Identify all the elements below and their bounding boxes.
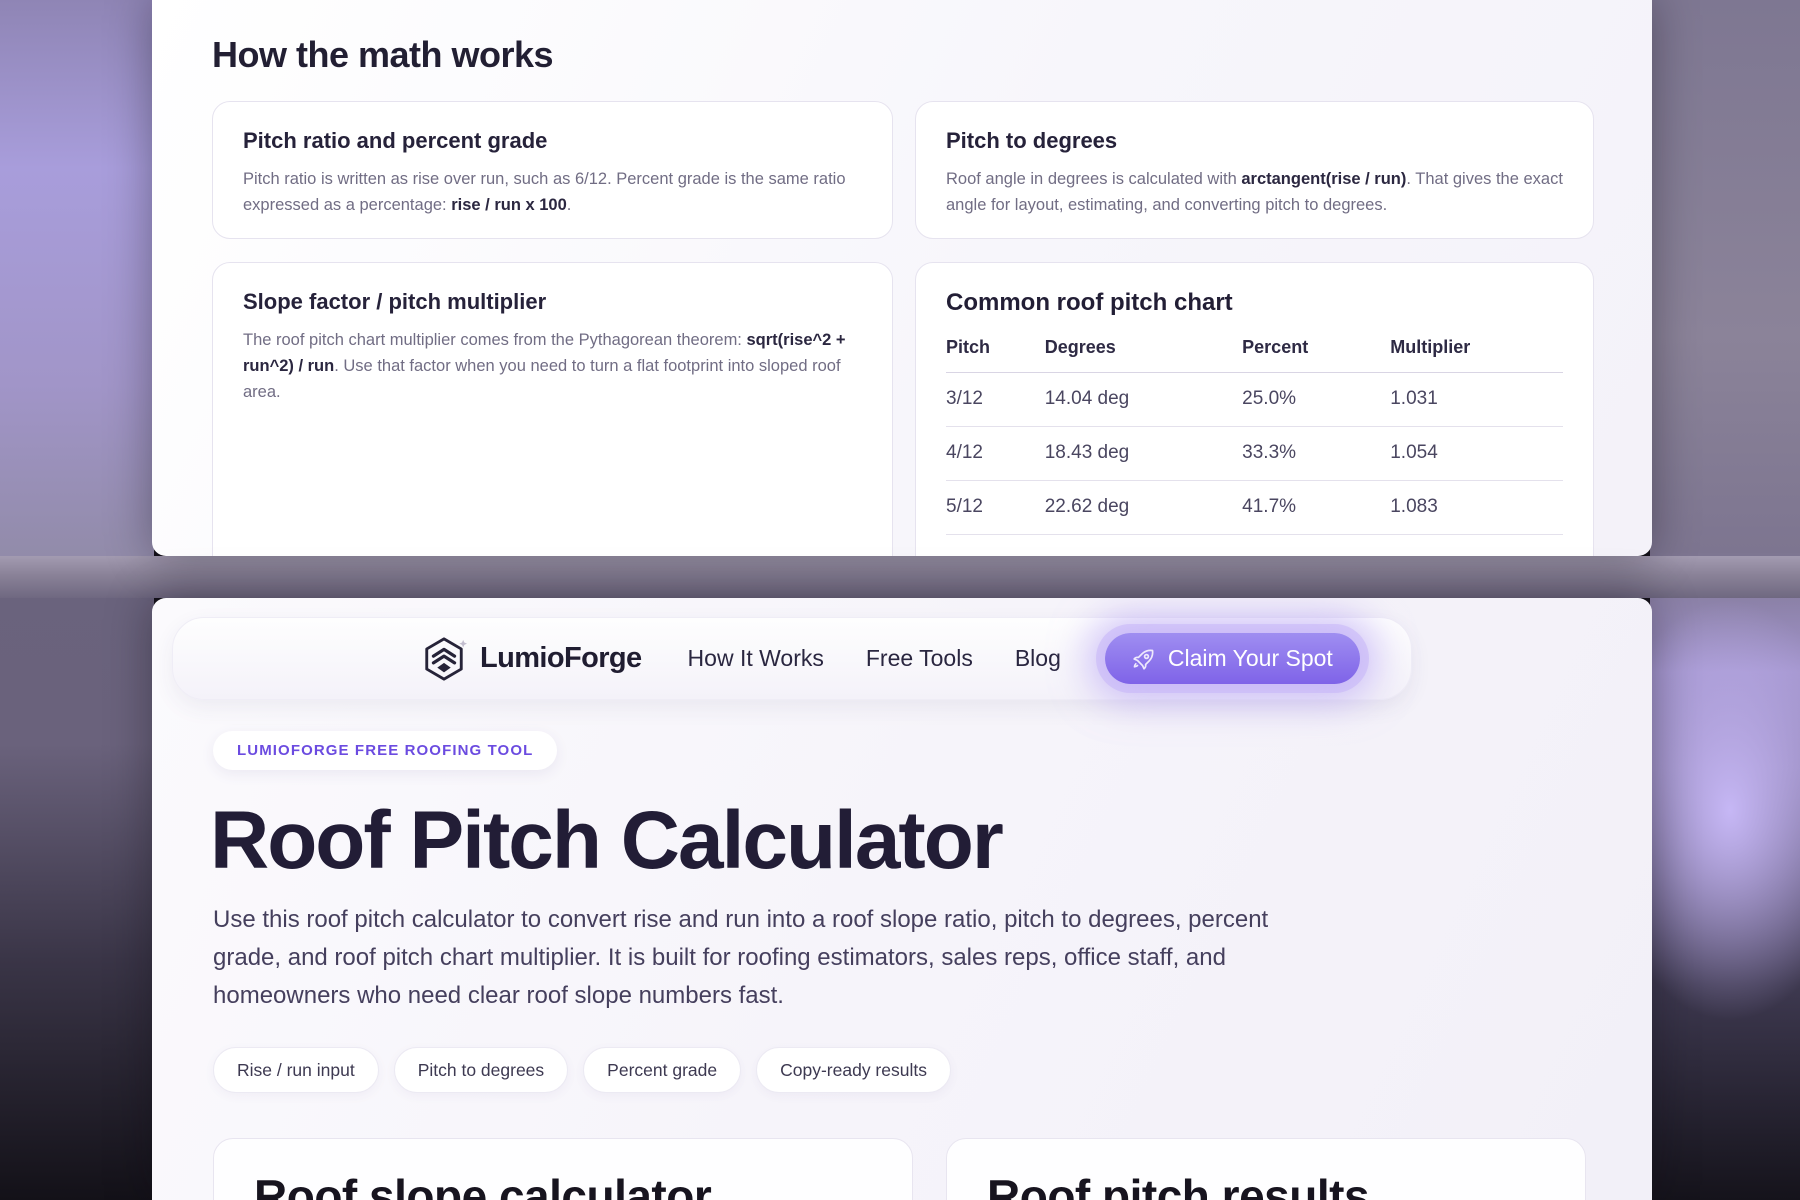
col-header-pitch: Pitch bbox=[946, 337, 1045, 373]
nav-link-how-it-works[interactable]: How It Works bbox=[687, 645, 824, 671]
cell-degrees: 18.43 deg bbox=[1044, 426, 1243, 481]
nav-links: How It Works Free Tools Blog bbox=[688, 645, 1103, 672]
math-cards-grid: Pitch ratio and percent grade Pitch rati… bbox=[212, 101, 1594, 556]
col-header-multiplier: Multiplier bbox=[1390, 337, 1563, 373]
cell-multiplier: 1.031 bbox=[1390, 372, 1563, 427]
feature-pill-row: Rise / run input Pitch to degrees Percen… bbox=[213, 1047, 951, 1093]
page-title: Roof Pitch Calculator bbox=[210, 795, 1004, 886]
hero-description: Use this roof pitch calculator to conver… bbox=[213, 906, 1269, 1009]
backdrop-left-gradient bbox=[0, 0, 154, 1200]
table-row: 5/12 22.62 deg 41.7% 1.083 bbox=[946, 480, 1563, 535]
cell-degrees: 22.62 deg bbox=[1044, 480, 1243, 535]
card-slope-factor: Slope factor / pitch multiplier The roof… bbox=[212, 262, 893, 556]
cell-pitch: 5/12 bbox=[946, 480, 1045, 535]
card-pitch-to-degrees-title: Pitch to degrees bbox=[946, 128, 1118, 153]
cell-percent: 25.0% bbox=[1242, 372, 1391, 427]
brand-name: LumioForge bbox=[480, 642, 642, 674]
pitch-chart-table: Pitch Degrees Percent Multiplier 3/12 14… bbox=[946, 337, 1563, 535]
card-pitch-chart: Common roof pitch chart Pitch Degrees Pe… bbox=[915, 262, 1594, 556]
col-header-degrees: Degrees bbox=[1044, 337, 1243, 373]
pill-rise-run-input: Rise / run input bbox=[213, 1047, 379, 1093]
card-pitch-to-degrees: Pitch to degrees Roof angle in degrees i… bbox=[915, 101, 1594, 239]
roof-slope-calculator-title: Roof slope calculator bbox=[254, 1170, 712, 1200]
backdrop-separator-band bbox=[0, 556, 1800, 598]
table-row: 4/12 18.43 deg 33.3% 1.054 bbox=[946, 426, 1563, 481]
claim-your-spot-button[interactable]: Claim Your Spot bbox=[1104, 633, 1360, 684]
nav-link-blog[interactable]: Blog bbox=[1014, 645, 1061, 671]
brand[interactable]: LumioForge bbox=[421, 636, 642, 682]
math-section-screenshot: How the math works Pitch ratio and perce… bbox=[152, 0, 1652, 556]
cell-pitch: 3/12 bbox=[946, 372, 1045, 427]
nav-link-free-tools[interactable]: Free Tools bbox=[865, 645, 973, 671]
cell-multiplier: 1.083 bbox=[1390, 480, 1563, 535]
math-section-title: How the math works bbox=[212, 34, 554, 75]
roof-slope-calculator-card: Roof slope calculator bbox=[213, 1138, 913, 1200]
pitch-chart-title: Common roof pitch chart bbox=[946, 289, 1233, 316]
cell-percent: 33.3% bbox=[1242, 426, 1391, 481]
card-pitch-ratio-body: Pitch ratio is written as rise over run,… bbox=[243, 170, 846, 214]
card-pitch-ratio: Pitch ratio and percent grade Pitch rati… bbox=[212, 101, 893, 239]
card-slope-factor-body: The roof pitch chart multiplier comes fr… bbox=[243, 331, 846, 401]
card-pitch-to-degrees-body: Roof angle in degrees is calculated with… bbox=[946, 170, 1563, 214]
table-header-row: Pitch Degrees Percent Multiplier bbox=[946, 337, 1563, 373]
table-row: 3/12 14.04 deg 25.0% 1.031 bbox=[946, 372, 1563, 427]
cell-degrees: 14.04 deg bbox=[1044, 372, 1243, 427]
card-slope-factor-title: Slope factor / pitch multiplier bbox=[243, 289, 547, 314]
card-pitch-ratio-title: Pitch ratio and percent grade bbox=[243, 128, 548, 153]
pill-pitch-to-degrees: Pitch to degrees bbox=[393, 1047, 569, 1093]
hero-section-screenshot: LumioForge How It Works Free Tools Blog … bbox=[152, 598, 1652, 1200]
cell-percent: 41.7% bbox=[1242, 480, 1391, 535]
rocket-icon bbox=[1132, 647, 1156, 671]
top-navigation: LumioForge How It Works Free Tools Blog … bbox=[172, 617, 1412, 700]
pill-copy-ready-results: Copy-ready results bbox=[756, 1047, 951, 1093]
claim-your-spot-label: Claim Your Spot bbox=[1167, 645, 1333, 671]
cell-multiplier: 1.054 bbox=[1390, 426, 1563, 481]
roof-pitch-results-title: Roof pitch results bbox=[987, 1170, 1370, 1200]
hero-badge: LUMIOFORGE FREE ROOFING TOOL bbox=[213, 731, 558, 770]
cell-pitch: 4/12 bbox=[946, 426, 1045, 481]
col-header-percent: Percent bbox=[1242, 337, 1391, 373]
pill-percent-grade: Percent grade bbox=[583, 1047, 742, 1093]
roof-pitch-results-card: Roof pitch results bbox=[946, 1138, 1586, 1200]
lumioforge-logo-icon bbox=[421, 636, 467, 682]
